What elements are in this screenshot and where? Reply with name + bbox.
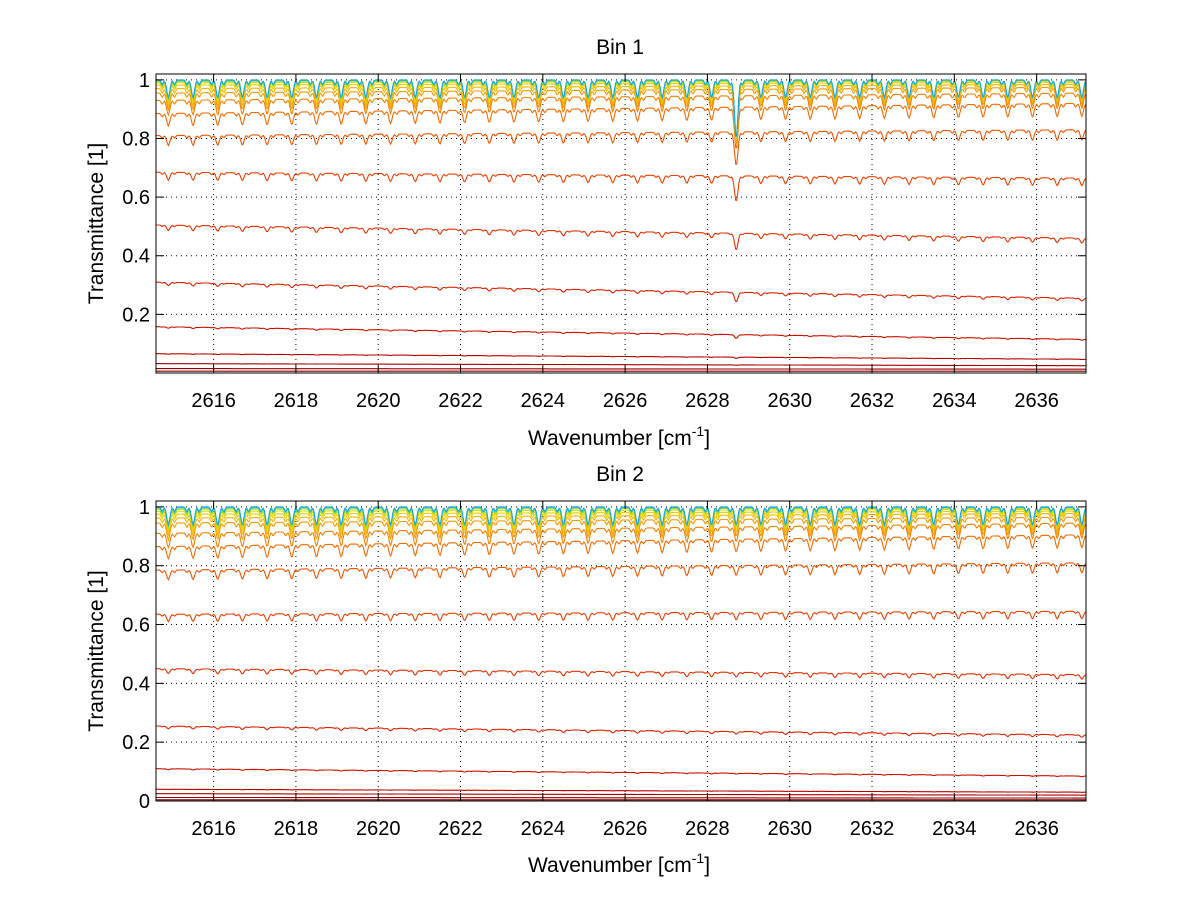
x-tick-label: 2618 [274, 390, 319, 412]
x-tick-label: 2624 [521, 390, 566, 412]
y-tick-label: 0.2 [122, 732, 150, 754]
y-tick-label: 1 [139, 497, 150, 519]
series-line-3 [156, 363, 1086, 367]
y-tick-label: 1 [139, 70, 150, 92]
x-tick-label: 2622 [438, 390, 483, 412]
x-tick-label: 2626 [603, 390, 648, 412]
x-tick-label: 2628 [685, 390, 730, 412]
x-tick-label: 2620 [356, 390, 401, 412]
x-tick-label: 2616 [191, 390, 236, 412]
series-line-8 [156, 171, 1086, 201]
x-tick-label: 2630 [767, 818, 812, 840]
chart-title: Bin 1 [596, 36, 644, 59]
x-tick-label: 2622 [438, 818, 483, 840]
x-axis-label: Wavenumber [cm-1] [528, 850, 710, 877]
series-line-9 [156, 129, 1086, 165]
y-tick-label: 0 [139, 791, 150, 813]
series-line-2 [156, 368, 1086, 370]
series-line-10 [156, 102, 1086, 149]
series-line-7 [156, 224, 1086, 250]
series-line-9 [156, 562, 1086, 581]
x-tick-label: 2634 [932, 818, 977, 840]
x-tick-label: 2616 [191, 818, 236, 840]
x-tick-label: 2632 [850, 818, 895, 840]
series-line-5 [156, 326, 1086, 341]
series-line-3 [156, 793, 1086, 796]
plot-area [156, 74, 1086, 373]
series-line-8 [156, 610, 1086, 623]
x-tick-label: 2626 [603, 818, 648, 840]
y-tick-label: 0.4 [122, 246, 150, 268]
chart-title: Bin 2 [596, 463, 644, 486]
series-line-2 [156, 796, 1086, 799]
series-group [156, 79, 1086, 372]
series-group [156, 506, 1086, 801]
plot-area [156, 501, 1086, 801]
x-tick-label: 2636 [1014, 818, 1059, 840]
x-tick-label: 2634 [932, 390, 977, 412]
y-tick-label: 0.8 [122, 556, 150, 578]
y-tick-label: 0.4 [122, 673, 150, 695]
x-tick-label: 2636 [1014, 390, 1059, 412]
series-line-6 [156, 725, 1086, 738]
x-tick-label: 2620 [356, 818, 401, 840]
series-line-18 [156, 79, 1086, 137]
axes-box [155, 73, 1087, 374]
series-line-12 [156, 516, 1086, 542]
y-axis-label: Transmittance [1] [85, 570, 108, 731]
series-line-4 [156, 353, 1086, 361]
x-axis-label: Wavenumber [cm-1] [528, 423, 710, 450]
series-line-7 [156, 668, 1086, 680]
y-axis-label: Transmittance [1] [85, 143, 108, 304]
series-line-11 [156, 92, 1086, 145]
y-tick-label: 0.8 [122, 128, 150, 150]
y-tick-label: 0.2 [122, 304, 150, 326]
y-tick-label: 0.6 [122, 187, 150, 209]
series-line-4 [156, 788, 1086, 793]
y-tick-label: 0.6 [122, 615, 150, 637]
series-line-11 [156, 522, 1086, 550]
x-tick-label: 2624 [521, 818, 566, 840]
series-line-5 [156, 768, 1086, 778]
chart-panel-2: 2616 2618 2620 2622 2624 2626 2628 2630 2632 2634… [85, 463, 1087, 877]
series-line-10 [156, 534, 1086, 560]
x-tick-label: 2630 [767, 390, 812, 412]
chart-panel-1: 2616 2618 2620 2622 2624 2626 2628 2630 2632 2634… [85, 36, 1087, 450]
axes-box [155, 500, 1087, 802]
series-line-6 [156, 281, 1086, 303]
x-tick-label: 2618 [274, 818, 319, 840]
x-tick-label: 2628 [685, 818, 730, 840]
series-line-18 [156, 506, 1086, 527]
x-tick-label: 2632 [850, 390, 895, 412]
